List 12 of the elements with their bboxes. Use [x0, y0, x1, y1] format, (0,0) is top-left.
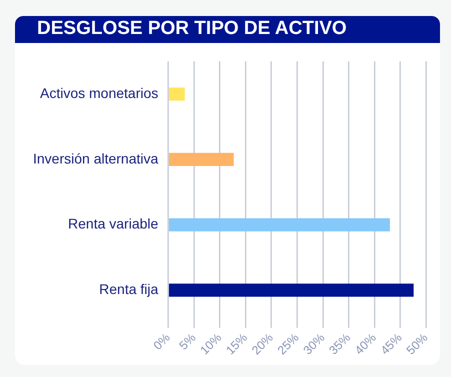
chart-title: DESGLOSE POR TIPO DE ACTIVO [15, 16, 440, 43]
y-tick-label: Renta variable [68, 216, 158, 232]
y-tick-label: Renta fija [99, 281, 158, 298]
x-tick-label: 50% [404, 330, 431, 358]
y-tick-label: Activos monetarios [40, 84, 158, 101]
x-tick-label: 40% [352, 330, 380, 358]
x-tick-label: 45% [378, 330, 405, 358]
x-tick-label: 30% [300, 330, 328, 358]
x-tick-label: 0% [150, 330, 173, 353]
x-tick-label: 5% [176, 330, 199, 353]
x-tick-label: 35% [326, 330, 354, 358]
y-tick-label: Inversión alternativa [32, 150, 158, 166]
